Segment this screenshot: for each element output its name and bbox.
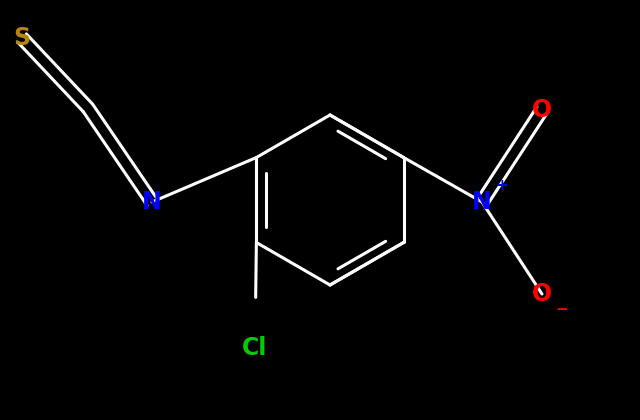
Text: S: S xyxy=(13,26,31,50)
Text: N: N xyxy=(472,190,492,214)
Text: −: − xyxy=(556,302,568,317)
Text: Cl: Cl xyxy=(243,336,268,360)
Text: O: O xyxy=(532,282,552,306)
Text: +: + xyxy=(495,178,508,192)
Text: N: N xyxy=(142,190,162,214)
Text: O: O xyxy=(532,98,552,122)
